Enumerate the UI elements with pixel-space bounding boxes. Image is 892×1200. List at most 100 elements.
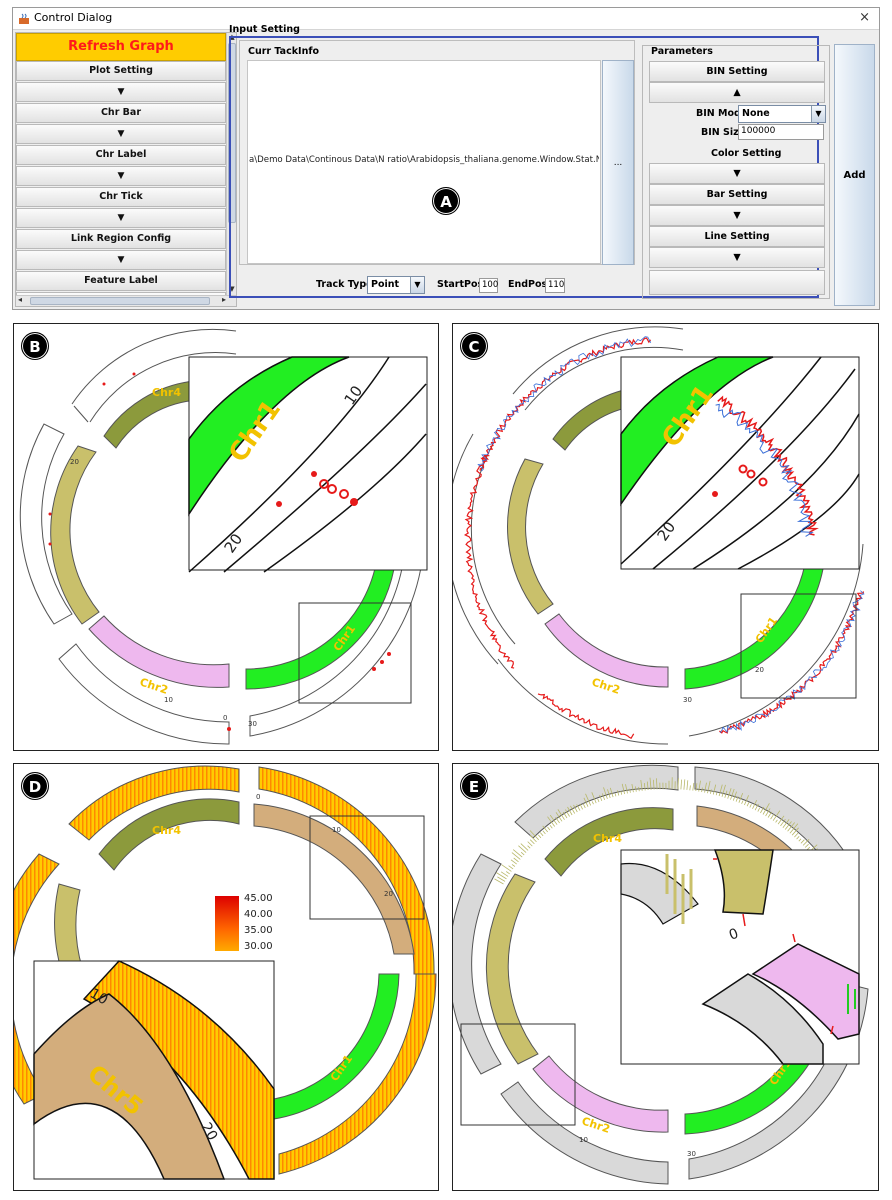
input-setting-title: Input Setting	[229, 24, 300, 35]
track-type-value: Point	[371, 279, 400, 290]
panel-a-badge: A	[432, 187, 460, 215]
legend-value: 45.00	[244, 893, 273, 904]
tick-label-10: 10	[579, 1136, 588, 1144]
track-type-select[interactable]: Point ▼	[367, 276, 425, 294]
browse-button[interactable]: ...	[602, 60, 634, 265]
chevron-down-icon[interactable]: ▼	[811, 106, 825, 122]
plot-setting-button[interactable]: Plot Setting	[16, 61, 226, 81]
tick-label-20: 20	[755, 666, 764, 674]
chr1-band	[245, 563, 395, 690]
tick-label-30: 30	[687, 1150, 696, 1158]
bin-setting-button[interactable]: BIN Setting	[649, 61, 825, 82]
bin-size-label: BIN Size:	[701, 127, 749, 138]
zoom-inset	[33, 960, 275, 1180]
chevron-down-icon[interactable]: ▼	[649, 205, 825, 226]
link-region-config-button[interactable]: Link Region Config	[16, 229, 226, 249]
chevron-down-icon[interactable]: ▼	[410, 277, 424, 293]
chr4-label: Chr4	[152, 386, 181, 399]
chevron-down-icon[interactable]: ▼	[16, 250, 226, 270]
startpos-label: StartPos:	[437, 279, 487, 290]
chevron-down-icon[interactable]: ▼	[16, 124, 226, 144]
parameters-group	[642, 45, 830, 299]
panel-d-svg: 45.00 40.00 35.00 30.00 Chr4 Chr1 0 10 2…	[14, 765, 437, 1180]
tick-label-30: 30	[683, 696, 692, 704]
bar-setting-button[interactable]: Bar Setting	[649, 184, 825, 205]
close-icon[interactable]: ×	[859, 10, 870, 25]
feature-label-button[interactable]: Feature Label	[16, 271, 226, 291]
curr-trackinfo-group	[239, 40, 635, 265]
chevron-down-icon[interactable]: ▼	[16, 166, 226, 186]
endpos-field[interactable]: 110	[545, 278, 565, 293]
zoom-source-box	[298, 602, 412, 704]
chr2-band	[88, 615, 230, 688]
bin-size-field[interactable]: 100000	[738, 124, 824, 140]
chr-tick-button[interactable]: Chr Tick	[16, 187, 226, 207]
panel-e-circos-bar-track: Chr4 Chr2 Chr1 10 30 0 E	[452, 763, 879, 1191]
tick-label-10: 10	[164, 696, 173, 704]
chr4-label: Chr4	[593, 832, 622, 845]
tick-label-0: 0	[256, 793, 260, 801]
parameters-title: Parameters	[651, 46, 713, 57]
refresh-graph-button[interactable]: Refresh Graph	[16, 33, 226, 61]
legend-value: 35.00	[244, 925, 273, 936]
tick-label-30: 30	[248, 720, 257, 728]
heatmap-legend-bar	[215, 896, 239, 951]
circos-rings	[19, 328, 425, 745]
zoom-inset	[188, 356, 428, 573]
tick-label-20: 20	[384, 890, 393, 898]
legend-value: 40.00	[244, 909, 273, 920]
scroll-thumb[interactable]	[228, 43, 236, 223]
panel-b-badge: B	[21, 332, 49, 360]
panel-d-circos-heatmap-track: 45.00 40.00 35.00 30.00 Chr4 Chr1 0 10 2…	[13, 763, 439, 1191]
parameters-empty-slot	[649, 270, 825, 295]
chevron-down-icon[interactable]: ▼	[649, 247, 825, 268]
line-setting-button[interactable]: Line Setting	[649, 226, 825, 247]
track-info-textarea[interactable]	[247, 60, 601, 264]
left-menu-panel: Refresh Graph Plot Setting ▼ Chr Bar ▼ C…	[15, 32, 237, 307]
chr4-label: Chr4	[152, 824, 181, 837]
panel-b-svg: Chr4 Chr2 Chr1 20 10 0 30 Chr1 10 20	[19, 328, 428, 745]
line-track-blue	[477, 336, 865, 734]
color-setting-label: Color Setting	[711, 148, 782, 159]
chevron-down-icon[interactable]: ▼	[16, 82, 226, 102]
zoom-source-box	[309, 815, 425, 920]
zoom-source-box	[740, 593, 857, 699]
scroll-left-icon[interactable]: ◂	[18, 295, 23, 304]
point-marks	[48, 372, 391, 731]
panel-b-circos-point-track: Chr4 Chr2 Chr1 20 10 0 30 Chr1 10 20 B	[13, 323, 439, 751]
chr-bar-button[interactable]: Chr Bar	[16, 103, 226, 123]
tick-label-20: 20	[70, 458, 79, 466]
panel-c-svg: Chr2 Chr1 30 20 Chr1 20	[453, 326, 865, 745]
bin-mode-value: None	[742, 108, 770, 119]
bin-mode-select[interactable]: None ▼	[738, 105, 826, 123]
circos-rings	[14, 765, 437, 1175]
chr3-band	[50, 445, 100, 625]
chr-label-button[interactable]: Chr Label	[16, 145, 226, 165]
chevron-down-icon[interactable]: ▼	[16, 208, 226, 228]
title-bar: Control Dialog ×	[13, 8, 879, 30]
panel-d-badge: D	[21, 772, 49, 800]
horizontal-scrollbar[interactable]: ◂ ▸	[16, 295, 236, 306]
bin-mode-label: BIN Mode:	[696, 108, 752, 119]
curr-trackinfo-title: Curr TackInfo	[248, 46, 319, 57]
add-button[interactable]: Add	[834, 44, 875, 306]
track-file-path: a\Demo Data\Continous Data\N ratio\Arabi…	[249, 155, 599, 165]
tick-label-0: 0	[223, 714, 227, 722]
chevron-up-icon[interactable]: ▲	[649, 82, 825, 103]
endpos-label: EndPos:	[508, 279, 551, 290]
scroll-thumb[interactable]	[30, 297, 210, 305]
panel-e-badge: E	[460, 772, 488, 800]
panel-e-svg: Chr4 Chr2 Chr1 10 30 0	[453, 764, 869, 1185]
control-dialog-window: Control Dialog × Refresh Graph Plot Sett…	[12, 7, 880, 310]
scroll-down-icon[interactable]: ▼	[229, 285, 235, 293]
panel-c-circos-line-track: Chr2 Chr1 30 20 Chr1 20 C	[452, 323, 879, 751]
legend-value: 30.00	[244, 941, 273, 952]
panel-c-badge: C	[460, 332, 488, 360]
circos-rings	[453, 326, 864, 745]
startpos-field[interactable]: 100	[479, 278, 498, 293]
chevron-down-icon[interactable]: ▼	[649, 163, 825, 184]
scroll-right-icon[interactable]: ▸	[222, 295, 227, 304]
zoom-tick-20: 20	[198, 1120, 221, 1143]
zoom-tick-10: 10	[87, 986, 110, 1009]
zoom-inset	[620, 849, 860, 1065]
